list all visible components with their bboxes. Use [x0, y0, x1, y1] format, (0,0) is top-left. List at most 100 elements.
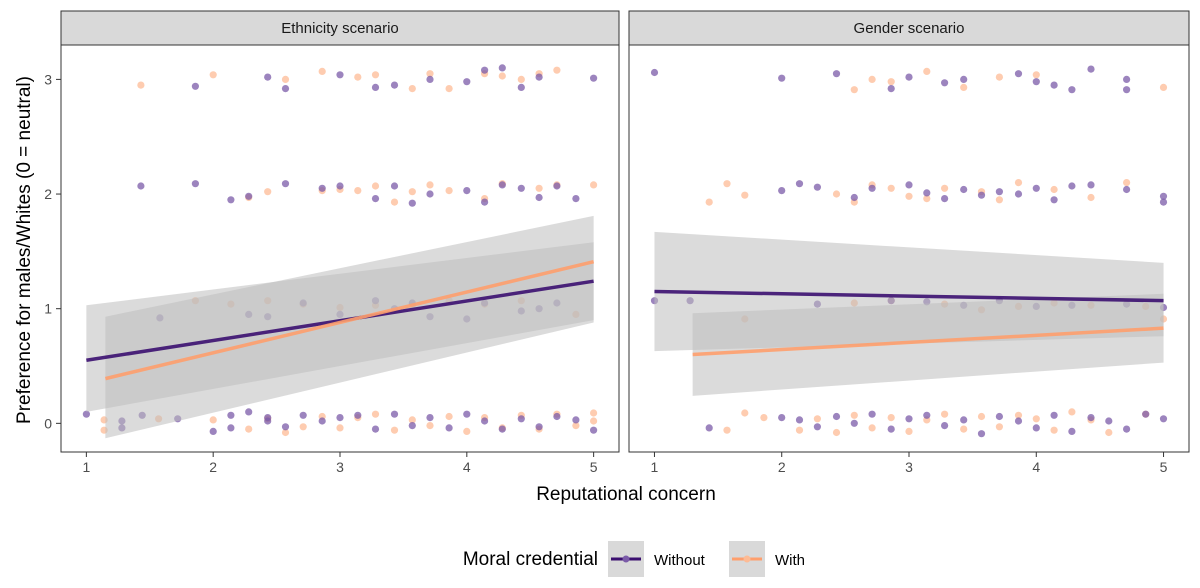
point-gender-with-8 — [887, 414, 895, 422]
panel-ethnicity: Ethnicity scenario — [60, 10, 620, 453]
legend-key-with-point — [743, 555, 751, 563]
point-ethnicity-without-62 — [264, 73, 272, 81]
point-gender-without-5 — [850, 419, 858, 427]
point-ethnicity-without-13 — [318, 417, 326, 425]
point-ethnicity-with-57 — [408, 85, 416, 93]
point-ethnicity-with-7 — [299, 423, 307, 431]
point-ethnicity-without-19 — [426, 414, 434, 422]
point-gender-with-47 — [1123, 179, 1131, 187]
point-ethnicity-with-64 — [553, 66, 561, 74]
point-gender-with-50 — [887, 78, 895, 86]
point-ethnicity-without-12 — [299, 411, 307, 419]
point-ethnicity-without-44 — [191, 180, 199, 188]
point-gender-with-12 — [960, 425, 968, 433]
point-ethnicity-without-71 — [517, 83, 525, 91]
point-gender-without-13 — [995, 412, 1004, 421]
point-ethnicity-with-16 — [463, 427, 471, 435]
point-gender-without-1 — [778, 414, 786, 422]
point-gender-with-35 — [832, 190, 841, 198]
point-gender-without-57 — [905, 73, 913, 81]
point-gender-with-18 — [1068, 408, 1076, 416]
point-gender-without-16 — [1050, 411, 1058, 419]
point-gender-with-54 — [1032, 71, 1040, 79]
point-ethnicity-with-42 — [390, 198, 399, 206]
point-gender-without-61 — [1032, 78, 1040, 86]
point-gender-without-18 — [1087, 414, 1095, 422]
point-gender-with-15 — [1014, 411, 1023, 419]
point-gender-with-33 — [723, 180, 731, 188]
point-ethnicity-with-61 — [498, 72, 506, 80]
point-gender-without-6 — [868, 410, 876, 418]
y-tick-label-2: 2 — [44, 186, 52, 202]
point-ethnicity-with-54 — [318, 67, 326, 75]
point-ethnicity-with-22 — [572, 422, 580, 430]
point-ethnicity-without-67 — [426, 75, 434, 83]
point-ethnicity-without-64 — [336, 71, 344, 79]
point-ethnicity-without-22 — [481, 417, 489, 425]
point-gender-without-20 — [1123, 425, 1131, 433]
strip-gender-label: Gender scenario — [854, 20, 965, 37]
point-ethnicity-with-9 — [336, 424, 344, 432]
x-tick-label-ethnicity-1: 1 — [82, 459, 90, 475]
x-tick-label-ethnicity-3: 3 — [336, 459, 344, 475]
x-tick-label-gender-4: 4 — [1032, 459, 1040, 475]
point-gender-without-2 — [795, 416, 804, 424]
point-ethnicity-without-48 — [318, 184, 326, 192]
point-ethnicity-with-24 — [590, 417, 598, 425]
point-gender-without-55 — [832, 70, 841, 78]
point-ethnicity-without-51 — [390, 182, 399, 190]
trend-line-ethnicity-with — [104, 259, 595, 381]
point-ethnicity-without-52 — [408, 199, 416, 207]
point-gender-without-44 — [995, 188, 1004, 196]
point-ethnicity-without-66 — [390, 81, 399, 89]
point-gender-without-34 — [778, 187, 786, 195]
point-gender-without-42 — [960, 185, 968, 194]
point-gender-without-7 — [887, 425, 895, 433]
point-gender-with-17 — [1050, 426, 1058, 434]
point-ethnicity-without-23 — [498, 425, 506, 433]
x-tick-label-ethnicity-5: 5 — [590, 459, 598, 475]
point-gender-with-32 — [705, 198, 713, 206]
point-ethnicity-with-62 — [517, 75, 525, 83]
point-ethnicity-with-52 — [209, 71, 217, 79]
point-gender-with-49 — [868, 75, 876, 83]
point-gender-without-58 — [941, 79, 949, 87]
x-tick-label-gender-3: 3 — [905, 459, 913, 475]
point-ethnicity-with-44 — [426, 181, 434, 189]
point-ethnicity-without-26 — [553, 412, 561, 421]
point-gender-without-66 — [1123, 86, 1131, 94]
point-gender-with-4 — [813, 415, 822, 423]
point-gender-with-1 — [741, 409, 749, 417]
point-gender-without-12 — [977, 430, 986, 438]
point-gender-with-53 — [995, 73, 1004, 81]
point-ethnicity-without-11 — [281, 423, 290, 431]
point-ethnicity-without-59 — [553, 182, 561, 190]
legend: Moral credential Without With — [463, 541, 805, 577]
point-gender-without-62 — [1050, 81, 1058, 89]
point-ethnicity-with-40 — [354, 187, 362, 195]
point-gender-with-48 — [850, 86, 858, 94]
point-ethnicity-without-65 — [371, 83, 380, 91]
point-gender-without-38 — [868, 184, 876, 192]
trend-line-gender-with — [692, 326, 1164, 357]
point-gender-without-49 — [1087, 181, 1095, 189]
point-gender-without-43 — [977, 191, 986, 199]
point-ethnicity-without-8 — [245, 408, 253, 416]
strip-ethnicity-label: Ethnicity scenario — [281, 20, 399, 37]
point-gender-without-53 — [650, 68, 659, 77]
point-ethnicity-with-15 — [445, 412, 453, 421]
point-ethnicity-without-58 — [535, 193, 543, 202]
point-ethnicity-with-51 — [137, 81, 145, 89]
y-tick-label-0: 0 — [44, 415, 52, 431]
point-gender-without-56 — [887, 85, 895, 93]
point-gender-without-41 — [941, 195, 949, 203]
point-ethnicity-without-56 — [498, 181, 506, 189]
point-gender-with-43 — [995, 196, 1004, 204]
point-ethnicity-with-6 — [281, 428, 290, 437]
point-ethnicity-without-17 — [390, 410, 399, 418]
point-ethnicity-without-72 — [535, 73, 543, 81]
point-ethnicity-without-49 — [336, 182, 344, 190]
point-ethnicity-with-12 — [390, 426, 399, 434]
point-gender-without-36 — [813, 183, 822, 191]
point-ethnicity-without-21 — [463, 410, 471, 418]
